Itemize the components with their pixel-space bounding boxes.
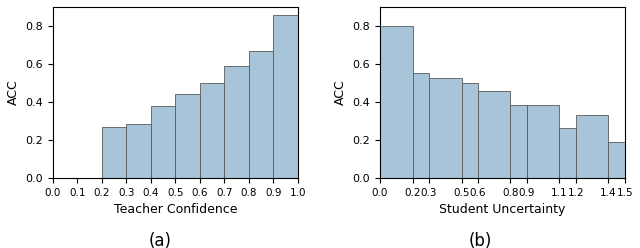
Bar bbox=[200, 83, 225, 178]
Bar bbox=[151, 106, 175, 178]
X-axis label: Teacher Confidence: Teacher Confidence bbox=[114, 203, 237, 216]
Bar bbox=[559, 128, 576, 178]
Bar bbox=[225, 66, 249, 178]
Bar bbox=[576, 115, 609, 178]
Y-axis label: ACC: ACC bbox=[334, 80, 347, 105]
Bar bbox=[175, 94, 200, 178]
Bar bbox=[380, 26, 413, 178]
Bar bbox=[478, 91, 511, 178]
Bar bbox=[461, 83, 478, 178]
Y-axis label: ACC: ACC bbox=[7, 80, 20, 105]
X-axis label: Student Uncertainty: Student Uncertainty bbox=[439, 203, 566, 216]
Text: (a): (a) bbox=[148, 232, 172, 248]
Bar bbox=[273, 15, 298, 178]
Bar bbox=[511, 105, 527, 178]
Bar bbox=[102, 127, 127, 178]
Bar bbox=[127, 124, 151, 178]
Bar bbox=[249, 51, 273, 178]
Bar bbox=[527, 105, 559, 178]
Bar bbox=[413, 73, 429, 178]
Text: (b): (b) bbox=[468, 232, 492, 248]
Bar bbox=[429, 78, 461, 178]
Bar bbox=[609, 142, 625, 178]
